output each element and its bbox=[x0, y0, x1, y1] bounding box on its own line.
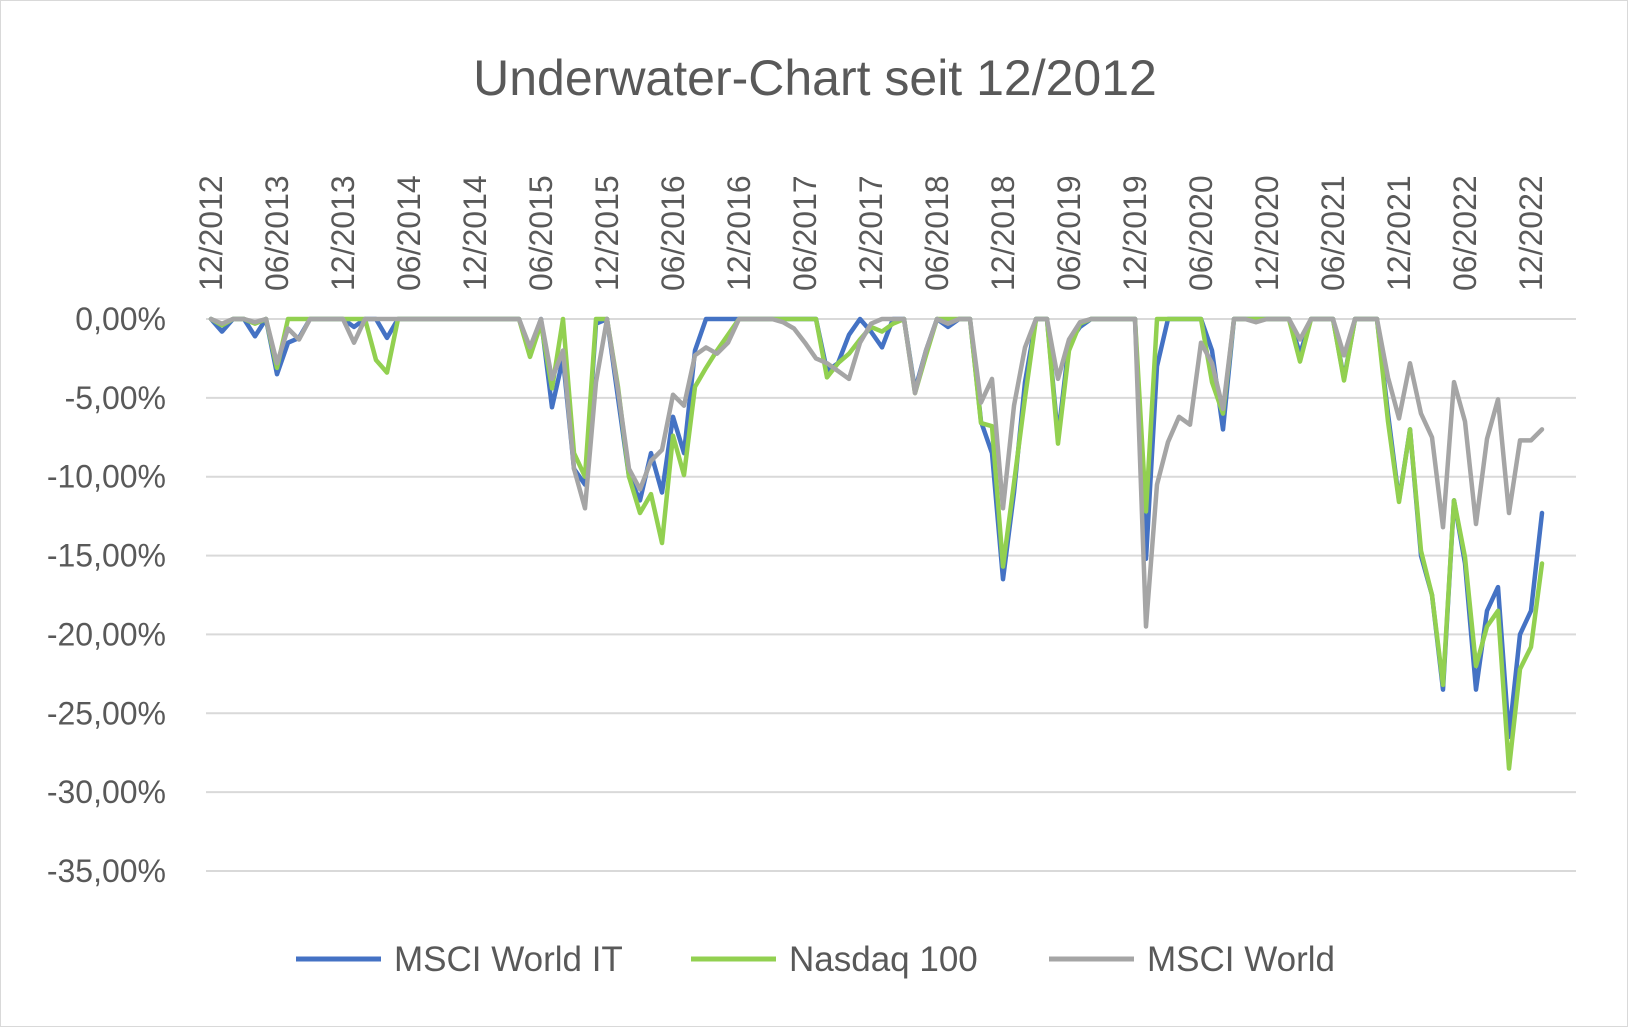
y-tick-label: -15,00% bbox=[47, 538, 166, 574]
x-tick-label: 12/2014 bbox=[457, 175, 493, 291]
y-tick-label: -25,00% bbox=[47, 695, 166, 731]
chart-title: Underwater-Chart seit 12/2012 bbox=[473, 50, 1157, 106]
x-tick-label: 12/2018 bbox=[985, 175, 1021, 291]
x-tick-label: 06/2016 bbox=[655, 175, 691, 291]
y-tick-label: 0,00% bbox=[75, 301, 166, 337]
x-tick-label: 06/2021 bbox=[1315, 175, 1351, 291]
x-tick-label: 06/2020 bbox=[1183, 175, 1219, 291]
x-tick-label: 06/2013 bbox=[259, 175, 295, 291]
x-tick-label: 12/2019 bbox=[1117, 175, 1153, 291]
x-tick-label: 12/2020 bbox=[1249, 175, 1285, 291]
x-tick-label: 06/2014 bbox=[391, 175, 427, 291]
series-lines bbox=[208, 316, 1545, 771]
x-tick-label: 12/2016 bbox=[721, 175, 757, 291]
x-tick-label: 06/2022 bbox=[1447, 175, 1483, 291]
legend-label: MSCI World bbox=[1147, 940, 1335, 979]
y-tick-label: -5,00% bbox=[65, 380, 166, 416]
y-axis-tick-labels: 0,00% -5,00% -10,00% -15,00% -20,00% -25,00% -… bbox=[47, 301, 166, 889]
x-tick-label: 06/2018 bbox=[919, 175, 955, 291]
x-tick-label: 06/2015 bbox=[523, 175, 559, 291]
series-line-1 bbox=[208, 316, 1545, 771]
y-tick-label: -20,00% bbox=[47, 616, 166, 652]
y-tick-label: -10,00% bbox=[47, 459, 166, 495]
x-tick-label: 06/2017 bbox=[787, 175, 823, 291]
y-tick-label: -35,00% bbox=[47, 853, 166, 889]
x-tick-label: 06/2019 bbox=[1051, 175, 1087, 291]
legend: MSCI World IT Nasdaq 100 MSCI World bbox=[296, 940, 1335, 979]
x-tick-label: 12/2012 bbox=[193, 175, 229, 291]
x-tick-label: 12/2021 bbox=[1381, 175, 1417, 291]
gridlines bbox=[206, 318, 1576, 872]
x-axis-tick-labels: 12/2012 06/2013 12/2013 06/2014 12/2014 06/20… bbox=[193, 175, 1549, 291]
x-tick-label: 12/2013 bbox=[325, 175, 361, 291]
legend-label: Nasdaq 100 bbox=[789, 940, 978, 979]
y-tick-label: -30,00% bbox=[47, 774, 166, 810]
legend-label: MSCI World IT bbox=[394, 940, 623, 979]
series-line-2 bbox=[208, 316, 1545, 629]
x-tick-label: 12/2017 bbox=[853, 175, 889, 291]
x-tick-label: 12/2015 bbox=[589, 175, 625, 291]
x-tick-label: 12/2022 bbox=[1513, 175, 1549, 291]
